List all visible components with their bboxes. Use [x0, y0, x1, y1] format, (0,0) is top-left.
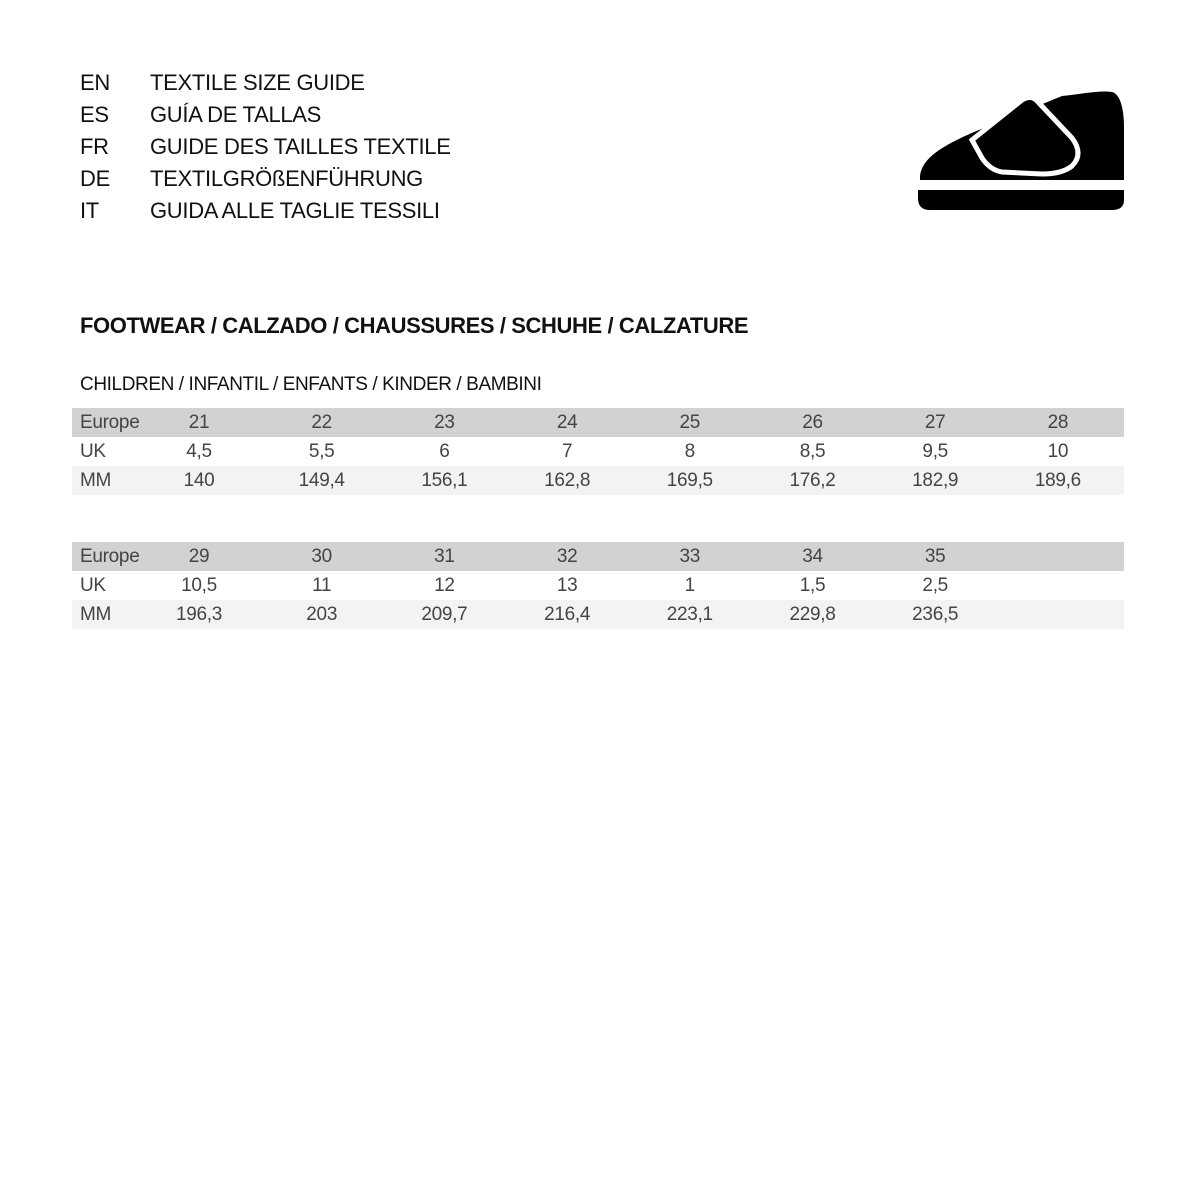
table-cell: 33	[679, 546, 701, 567]
table-cell: 1	[684, 575, 696, 596]
table-cell: 4,5	[186, 441, 212, 462]
row-label: MM	[80, 604, 112, 625]
table-cell: 2,5	[922, 575, 948, 596]
table-cell: 1,5	[799, 575, 826, 596]
language-row: EN TEXTILE SIZE GUIDE	[80, 70, 451, 102]
table-cell: 28	[1047, 412, 1069, 433]
language-title: TEXTILE SIZE GUIDE	[150, 70, 365, 95]
table-cell: 8,5	[799, 441, 826, 462]
table-cell: 182,9	[912, 470, 959, 491]
language-code: ES	[80, 102, 109, 127]
table-cell: 156,1	[421, 470, 468, 491]
table-cell: 216,4	[544, 604, 591, 625]
row-label: MM	[80, 470, 112, 491]
table-cell: 11	[312, 575, 332, 596]
language-title: GUIDA ALLE TAGLIE TESSILI	[150, 198, 440, 223]
language-titles: EN TEXTILE SIZE GUIDE ES GUÍA DE TALLAS FR GU…	[80, 70, 451, 230]
table-cell: 32	[556, 546, 578, 567]
table-row: UK 4,5 5,5 6 7 8 8,5 9,5 10	[72, 437, 1124, 466]
language-code: EN	[80, 70, 110, 95]
table-cell: 22	[311, 412, 332, 433]
table-cell: 27	[924, 412, 946, 433]
table-cell: 169,5	[666, 470, 713, 491]
section-title: FOOTWEAR / CALZADO / CHAUSSURES / SCHUHE…	[80, 313, 749, 338]
table-cell: 176,2	[789, 470, 836, 491]
table-cell: 223,1	[666, 604, 713, 625]
table-cell: 203	[306, 604, 338, 625]
row-label: UK	[80, 575, 106, 596]
row-label: Europe	[80, 546, 140, 567]
language-title: GUÍA DE TALLAS	[150, 102, 322, 127]
table-cell: 25	[679, 412, 701, 433]
language-row: ES GUÍA DE TALLAS	[80, 102, 451, 134]
table-cell: 7	[561, 441, 573, 462]
table-row: MM 196,3 203 209,7 216,4 223,1 229,8 236,5	[72, 600, 1124, 629]
table-cell: 6	[439, 441, 450, 462]
table-cell: 35	[924, 546, 946, 567]
table-cell: 236,5	[912, 604, 959, 625]
table-cell: 13	[556, 575, 578, 596]
table-cell: 196,3	[175, 604, 223, 625]
table-cell: 5,5	[308, 441, 335, 462]
table-cell: 29	[188, 546, 210, 567]
children-velcro-shoe-icon	[918, 91, 1124, 210]
row-label: UK	[80, 441, 106, 462]
table-cell: 24	[556, 412, 578, 433]
size-table-1: Europe 21 22 23 24 25 26 27 28 UK 4,5 5,5 6 7 8 8,5 9,5 1…	[72, 408, 1124, 495]
language-title: TEXTILGRÖßENFÜHRUNG	[150, 166, 423, 191]
row-label: Europe	[80, 412, 140, 433]
table-cell: 12	[434, 575, 455, 596]
table-cell: 8	[684, 441, 696, 462]
table-row: UK 10,5 11 12 13 1 1,5 2,5	[72, 571, 1124, 600]
table-cell: 23	[434, 412, 455, 433]
language-row: FR GUIDE DES TAILLES TEXTILE	[80, 134, 451, 166]
table-row: Europe 29 30 31 32 33 34 35	[72, 542, 1124, 571]
table-cell: 31	[434, 546, 455, 567]
table-cell: 162,8	[544, 470, 591, 491]
table-cell: 26	[802, 412, 823, 433]
language-title: GUIDE DES TAILLES TEXTILE	[150, 134, 451, 159]
table-cell: 10,5	[181, 575, 217, 596]
language-code: IT	[80, 198, 99, 223]
table-row: Europe 21 22 23 24 25 26 27 28	[72, 408, 1124, 437]
subsection-title: CHILDREN / INFANTIL / ENFANTS / KINDER /…	[80, 374, 542, 395]
table-cell: 10	[1047, 441, 1069, 462]
table-cell: 140	[183, 470, 215, 491]
table-cell: 30	[311, 546, 332, 567]
table-row: MM 140 149,4 156,1 162,8 169,5 176,2 182,9 189,6	[72, 466, 1124, 495]
table-cell: 209,7	[421, 604, 468, 625]
table-cell: 149,4	[298, 470, 345, 491]
table-cell: 21	[188, 412, 210, 433]
language-row: IT GUIDA ALLE TAGLIE TESSILI	[80, 198, 451, 230]
table-cell: 229,8	[789, 604, 836, 625]
language-code: DE	[80, 166, 110, 191]
table-cell: 9,5	[922, 441, 948, 462]
size-table-2: Europe 29 30 31 32 33 34 35 UK 10,5 11 12 13 1 1,5 2,5 M…	[72, 542, 1124, 629]
language-code: FR	[80, 134, 109, 159]
table-cell: 34	[802, 546, 823, 567]
language-row: DE TEXTILGRÖßENFÜHRUNG	[80, 166, 451, 198]
table-cell: 189,6	[1034, 470, 1081, 491]
